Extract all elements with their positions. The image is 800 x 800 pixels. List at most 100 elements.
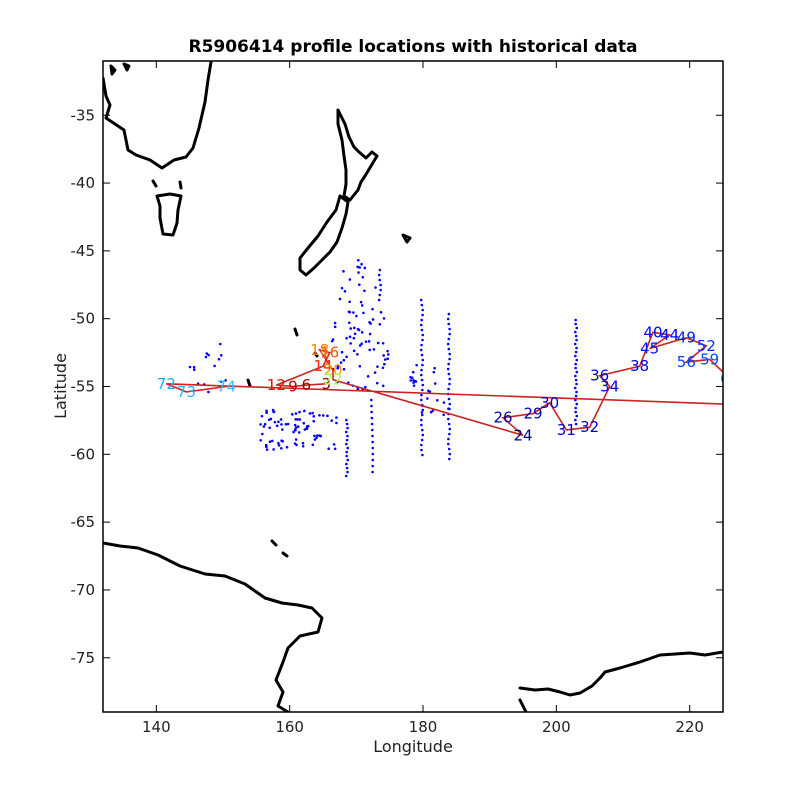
historical-data-point <box>433 366 436 370</box>
historical-data-point <box>574 374 577 378</box>
historical-data-point <box>420 418 423 422</box>
historical-data-point <box>265 448 269 451</box>
historical-data-point <box>447 437 450 441</box>
coastline <box>103 61 723 712</box>
historical-data-point <box>420 398 423 402</box>
historical-data-point <box>207 390 210 394</box>
profile-label: 44 <box>660 326 679 344</box>
historical-data-point <box>386 357 389 361</box>
historical-data-point <box>412 384 416 387</box>
historical-data-point <box>294 418 297 421</box>
historical-data-point <box>371 440 374 444</box>
profile-label: 6 <box>302 376 312 394</box>
profile-label: 32 <box>580 418 599 436</box>
historical-data-point <box>356 265 359 269</box>
historical-data-point <box>335 421 338 425</box>
historical-data-point <box>260 414 264 418</box>
historical-data-point <box>261 432 264 436</box>
historical-data-point <box>308 412 312 415</box>
historical-data-point <box>360 304 364 307</box>
historical-data-point <box>359 300 363 304</box>
historical-data-point <box>357 271 360 274</box>
historical-data-point <box>447 322 450 326</box>
historical-data-point <box>574 406 577 410</box>
historical-data-point <box>575 390 578 394</box>
historical-data-point <box>344 430 348 434</box>
historical-data-point <box>371 446 375 450</box>
historical-data-point <box>377 298 381 302</box>
profile-label: 34 <box>600 378 619 396</box>
historical-data-point <box>447 397 451 401</box>
historical-data-point <box>574 318 577 322</box>
historical-data-point <box>192 365 196 369</box>
historical-data-point <box>348 278 352 281</box>
historical-data-point <box>421 308 424 312</box>
historical-data-point <box>342 367 346 371</box>
historical-data-point <box>574 418 577 422</box>
historical-data-point <box>346 458 350 462</box>
historical-data-point <box>332 443 336 446</box>
historical-data-point <box>330 339 334 343</box>
historical-data-point <box>371 428 374 432</box>
historical-data-point <box>383 362 386 366</box>
historical-data-point <box>446 367 450 371</box>
historical-data-point <box>446 317 450 321</box>
historical-data-point <box>370 404 373 408</box>
historical-data-point <box>448 357 451 361</box>
historical-data-point <box>376 341 380 345</box>
historical-data-point <box>370 416 374 420</box>
historical-data-point <box>333 321 337 325</box>
profile-label: 72 <box>157 375 176 393</box>
historical-data-point <box>381 384 385 388</box>
historical-data-point <box>447 407 450 411</box>
historical-data-point <box>410 376 414 380</box>
historical-data-point <box>378 322 382 326</box>
historical-data-point <box>301 444 305 448</box>
historical-data-point <box>448 352 451 356</box>
historical-data-point <box>277 441 280 445</box>
historical-data-point <box>270 439 274 443</box>
y-tick-label: -50 <box>71 310 96 328</box>
historical-data-point <box>574 366 577 370</box>
historical-data-point <box>349 327 353 330</box>
historical-data-point <box>420 353 424 357</box>
historical-data-point <box>420 328 424 332</box>
y-axis-label: Latitude <box>51 353 70 419</box>
historical-data-point <box>367 340 371 343</box>
historical-data-point <box>293 428 297 432</box>
historical-data-point <box>375 381 379 385</box>
historical-data-point <box>345 442 348 446</box>
historical-data-point <box>327 447 330 451</box>
historical-data-point <box>419 323 423 327</box>
historical-data-point <box>448 402 452 406</box>
historical-data-point <box>574 330 577 334</box>
historical-data-point <box>575 346 578 350</box>
historical-data-point <box>263 422 267 426</box>
historical-data-point <box>280 446 283 450</box>
historical-data-point <box>346 446 350 450</box>
historical-data-point <box>360 331 364 334</box>
historical-data-point <box>264 443 268 447</box>
historical-data-point <box>360 342 363 346</box>
historical-data-point <box>574 362 577 366</box>
historical-data-point <box>421 313 424 317</box>
historical-data-point <box>442 401 446 404</box>
historical-data-point <box>188 365 192 369</box>
historical-data-point <box>345 466 349 470</box>
historical-data-point <box>318 434 322 437</box>
historical-data-point <box>272 448 275 451</box>
historical-data-point <box>419 348 423 352</box>
x-tick-label: 220 <box>675 718 704 736</box>
historical-data-point <box>280 439 283 442</box>
historical-data-point <box>281 428 284 431</box>
historical-data-point <box>448 452 452 456</box>
historical-data-point <box>343 289 347 293</box>
profile-label: 68 <box>790 398 800 416</box>
x-axis-label: Longitude <box>373 737 453 756</box>
x-tick-label: 180 <box>409 718 438 736</box>
historical-data-point <box>271 408 275 412</box>
historical-data-point <box>435 399 439 402</box>
historical-data-point <box>259 423 262 426</box>
historical-data-point <box>303 409 306 413</box>
x-tick-labels: 140 160 180 200 220 <box>142 718 704 736</box>
